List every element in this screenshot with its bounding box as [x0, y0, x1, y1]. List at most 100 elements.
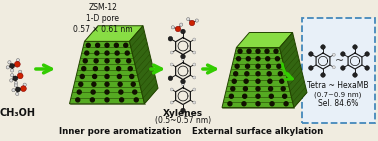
Circle shape [280, 79, 284, 83]
Circle shape [245, 72, 249, 76]
Circle shape [332, 66, 335, 69]
Circle shape [181, 79, 185, 84]
Circle shape [131, 82, 135, 86]
Circle shape [193, 76, 196, 79]
Circle shape [180, 23, 183, 26]
Circle shape [133, 90, 137, 94]
Circle shape [124, 43, 128, 47]
Circle shape [12, 89, 15, 92]
Polygon shape [222, 48, 294, 107]
Circle shape [283, 94, 287, 98]
Circle shape [256, 49, 260, 53]
Circle shape [170, 101, 173, 104]
Circle shape [269, 87, 273, 91]
Circle shape [115, 51, 119, 55]
Circle shape [15, 92, 19, 96]
Circle shape [6, 66, 9, 69]
Text: Tetra ~ HexaMB: Tetra ~ HexaMB [307, 81, 369, 91]
Circle shape [308, 66, 313, 70]
Circle shape [127, 59, 131, 63]
Circle shape [170, 51, 173, 54]
Circle shape [284, 102, 288, 106]
Circle shape [85, 51, 89, 55]
Circle shape [14, 81, 18, 84]
Circle shape [17, 73, 23, 79]
Circle shape [266, 57, 270, 61]
Circle shape [181, 108, 185, 113]
Circle shape [235, 64, 239, 68]
Circle shape [265, 49, 269, 53]
Circle shape [130, 74, 134, 78]
Circle shape [105, 98, 109, 102]
Text: Inner pore aromatization: Inner pore aromatization [59, 126, 181, 136]
Circle shape [238, 49, 242, 53]
Text: CH₃OH: CH₃OH [0, 108, 36, 118]
Circle shape [256, 64, 260, 68]
Circle shape [244, 79, 248, 83]
Text: Sel. 84.6%: Sel. 84.6% [318, 100, 358, 109]
Circle shape [242, 102, 246, 106]
Circle shape [105, 59, 109, 63]
Circle shape [193, 51, 196, 54]
Circle shape [14, 84, 17, 87]
Circle shape [181, 82, 184, 85]
Circle shape [93, 67, 98, 71]
Circle shape [256, 79, 260, 83]
Circle shape [308, 52, 313, 56]
Circle shape [268, 79, 272, 83]
Circle shape [256, 94, 260, 98]
Circle shape [256, 87, 260, 91]
Circle shape [278, 72, 282, 76]
Circle shape [256, 72, 260, 76]
Circle shape [243, 94, 247, 98]
Circle shape [170, 88, 173, 91]
Circle shape [116, 59, 120, 63]
Circle shape [168, 37, 173, 41]
Polygon shape [130, 26, 158, 104]
Circle shape [256, 57, 260, 61]
Circle shape [82, 67, 86, 71]
Circle shape [267, 72, 271, 76]
Circle shape [187, 18, 190, 21]
Circle shape [80, 74, 84, 78]
Circle shape [193, 88, 196, 91]
Text: External surface alkylation: External surface alkylation [192, 126, 324, 136]
Circle shape [128, 67, 132, 71]
Circle shape [256, 102, 260, 106]
Circle shape [86, 43, 90, 47]
Circle shape [269, 94, 273, 98]
Circle shape [243, 87, 247, 91]
Circle shape [11, 74, 14, 77]
Circle shape [105, 74, 109, 78]
Circle shape [228, 102, 232, 106]
Circle shape [94, 59, 98, 63]
Circle shape [9, 63, 14, 68]
Circle shape [231, 87, 235, 91]
Circle shape [95, 51, 99, 55]
Circle shape [79, 82, 83, 86]
Circle shape [96, 43, 100, 47]
Circle shape [118, 74, 121, 78]
Circle shape [246, 57, 250, 61]
Text: Xylenes: Xylenes [163, 109, 203, 117]
Circle shape [8, 61, 11, 64]
Circle shape [277, 64, 281, 68]
Circle shape [234, 72, 238, 76]
Circle shape [13, 76, 18, 81]
Circle shape [76, 98, 80, 102]
Circle shape [93, 74, 97, 78]
Circle shape [281, 87, 285, 91]
Circle shape [341, 52, 345, 56]
Polygon shape [70, 41, 144, 104]
Circle shape [195, 19, 198, 22]
Circle shape [20, 86, 26, 92]
Polygon shape [236, 32, 293, 48]
Circle shape [170, 63, 173, 66]
Circle shape [168, 76, 173, 81]
Circle shape [15, 87, 20, 92]
Circle shape [105, 90, 109, 94]
Circle shape [92, 82, 96, 86]
Circle shape [16, 59, 20, 62]
Circle shape [341, 66, 345, 70]
Circle shape [232, 79, 236, 83]
